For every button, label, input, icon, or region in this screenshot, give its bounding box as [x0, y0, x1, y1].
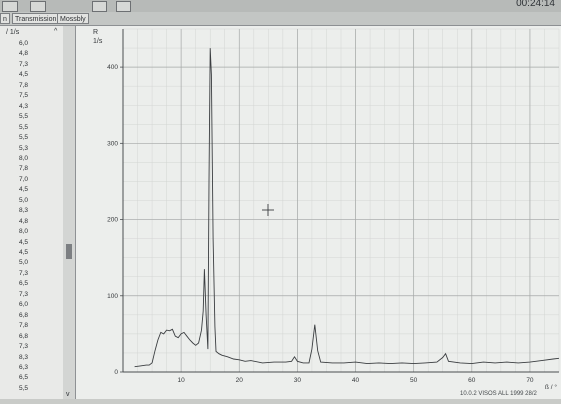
- toolbar-button[interactable]: [116, 1, 131, 12]
- chart-panel: 0 100 200 300 400 10 20 30 40 50 60 70 R 1/s ß / °: [76, 26, 561, 399]
- value-item: 5,5: [19, 113, 29, 121]
- y-tick-label: 100: [107, 293, 118, 300]
- value-item: 4,8: [19, 50, 29, 58]
- value-item: 7,8: [19, 81, 29, 89]
- value-item: 4,5: [19, 238, 29, 246]
- value-item: 7,8: [19, 322, 29, 330]
- value-item: 5,5: [19, 134, 29, 142]
- value-item: 7,8: [19, 165, 29, 173]
- value-item: 6,0: [19, 301, 29, 309]
- value-item: 5,0: [19, 259, 29, 267]
- value-item: 5,5: [19, 384, 29, 392]
- scrollbar-thumb[interactable]: [66, 244, 72, 259]
- spectrum-chart: 0 100 200 300 400 10 20 30 40 50 60 70 R 1/s ß / °: [93, 28, 560, 391]
- tab-mossbly[interactable]: Mossbly: [57, 13, 89, 24]
- value-item: 6,5: [19, 280, 29, 288]
- y-tick-label: 400: [107, 64, 118, 71]
- values-list: / 1/s ^ 6,0 4,8 7,3 4,5 7,8 7,5 4,3 5,5 5,5 5,5 5,…: [0, 26, 64, 399]
- tab-bar: n Transmission Mossbly: [0, 12, 561, 26]
- value-item: 8,3: [19, 353, 29, 361]
- value-item: 6,8: [19, 311, 29, 319]
- scroll-up-icon[interactable]: ^: [54, 28, 58, 35]
- value-item: 7,3: [19, 60, 29, 68]
- value-item: 5,0: [19, 196, 29, 204]
- value-item: 4,3: [19, 102, 29, 110]
- tab-transmission[interactable]: Transmission: [12, 13, 60, 24]
- toolbar-button[interactable]: [2, 1, 18, 12]
- value-item: 4,5: [19, 249, 29, 256]
- clock-readout: 00:24:14: [516, 0, 555, 9]
- y-axis-unit: 1/s: [93, 38, 103, 45]
- x-tick-label: 20: [236, 377, 244, 384]
- value-item: 7,0: [19, 175, 29, 183]
- tab-n[interactable]: n: [0, 13, 10, 24]
- value-item: 4,5: [19, 71, 29, 79]
- value-item: 7,3: [19, 290, 29, 298]
- x-tick-label: 70: [526, 377, 534, 384]
- x-tick-label: 60: [468, 377, 476, 384]
- value-item: 8,0: [19, 228, 29, 236]
- scroll-down-icon[interactable]: v: [66, 391, 70, 398]
- value-item: 7,5: [19, 92, 29, 100]
- value-item: 8,3: [19, 207, 29, 215]
- value-item: 5,3: [19, 144, 29, 152]
- value-item: 5,5: [19, 123, 29, 131]
- x-axis-label: ß / °: [545, 383, 557, 391]
- value-item: 7,3: [19, 343, 29, 351]
- values-header: / 1/s: [6, 29, 20, 36]
- value-item: 8,0: [19, 154, 29, 162]
- value-item: 4,8: [19, 217, 29, 225]
- spectrum-series-line: [134, 48, 560, 368]
- x-tick-label: 50: [410, 377, 418, 384]
- x-tick-label: 40: [352, 377, 360, 384]
- top-toolbar: 00:24:14: [0, 0, 561, 12]
- y-tick-label: 0: [114, 369, 118, 376]
- x-tick-label: 10: [178, 377, 186, 384]
- vertical-scrollbar[interactable]: v: [63, 26, 76, 399]
- toolbar-button[interactable]: [92, 1, 107, 12]
- value-item: 7,3: [19, 269, 29, 277]
- y-tick-label: 200: [107, 217, 118, 224]
- x-tick-label: 30: [294, 377, 302, 384]
- y-tick-label: 300: [107, 140, 118, 147]
- value-item: 6,0: [19, 40, 29, 47]
- value-item: 4,5: [19, 186, 29, 194]
- value-item: 6,5: [19, 374, 29, 382]
- value-item: 6,3: [19, 363, 29, 371]
- toolbar-button[interactable]: [30, 1, 46, 12]
- y-axis-label: R: [93, 29, 98, 36]
- value-item: 6,8: [19, 332, 29, 340]
- status-text: 10.0.2 VISOS ALL 1999 28/2: [460, 391, 537, 397]
